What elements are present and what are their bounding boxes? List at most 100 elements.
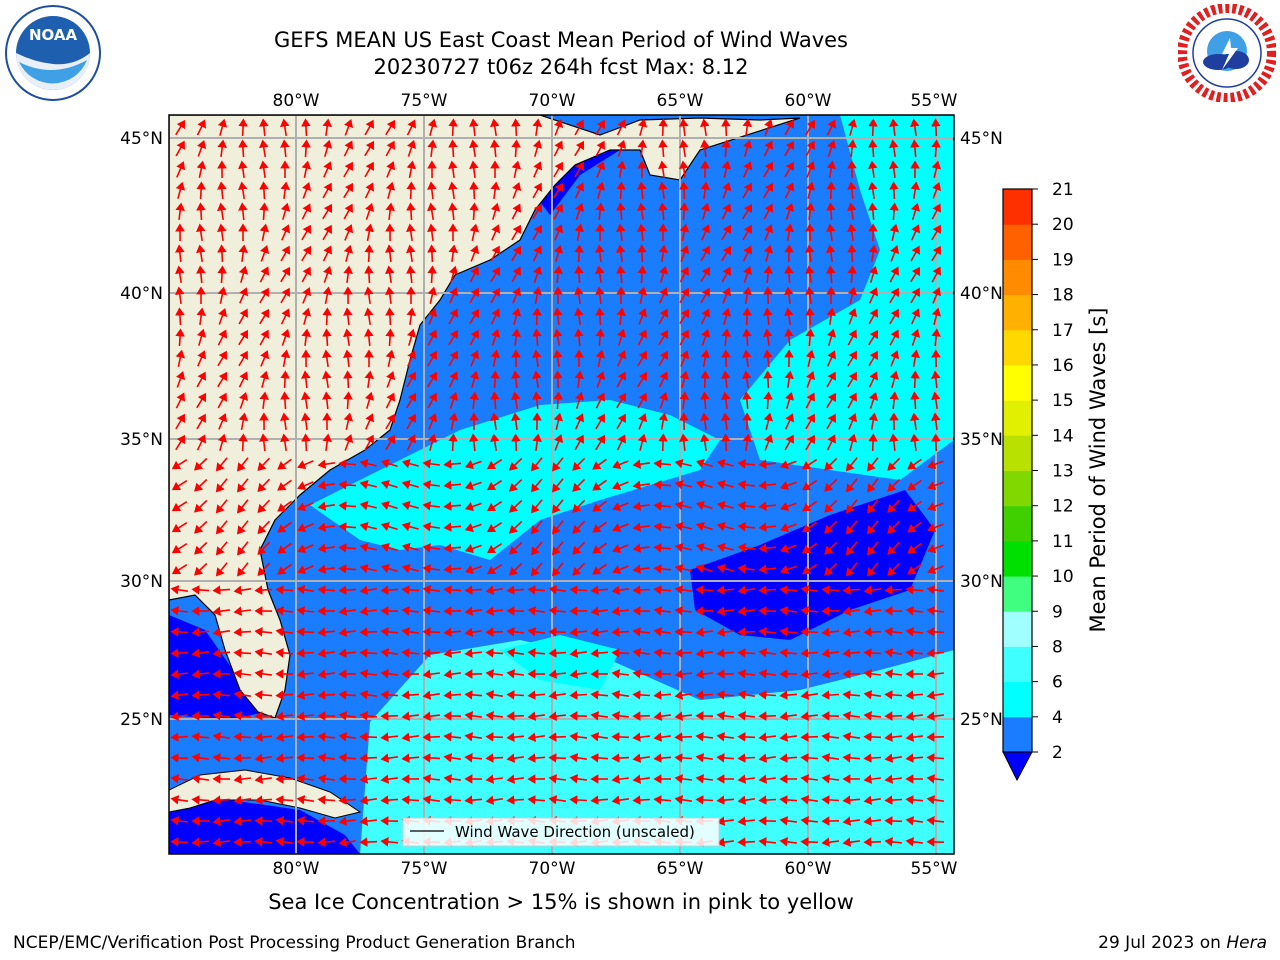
wind-wave-arrow	[197, 139, 207, 157]
wind-wave-arrow	[322, 203, 333, 220]
wind-wave-arrow	[658, 139, 668, 158]
national-weather-service-logo	[1178, 4, 1276, 102]
wind-wave-arrow	[469, 202, 479, 221]
wind-wave-arrow	[359, 521, 377, 532]
wind-wave-arrow	[716, 690, 735, 700]
wind-wave-arrow	[380, 753, 399, 763]
wind-wave-arrow	[254, 648, 273, 658]
wind-wave-arrow	[296, 837, 315, 847]
wind-wave-arrow	[217, 202, 227, 221]
wind-wave-arrow	[863, 627, 882, 637]
wind-wave-arrow	[674, 627, 693, 637]
wind-wave-arrow	[632, 669, 651, 679]
wind-wave-arrow	[485, 732, 504, 742]
wind-wave-arrow	[595, 349, 606, 367]
wind-wave-arrow	[359, 732, 378, 742]
wind-wave-arrow	[695, 585, 714, 595]
wind-wave-arrow	[632, 627, 651, 637]
wind-wave-arrow	[658, 118, 668, 137]
wind-wave-arrow	[779, 460, 797, 470]
wind-wave-arrow	[254, 585, 273, 595]
wind-wave-arrow	[191, 690, 210, 700]
wind-wave-arrow	[931, 118, 941, 137]
wind-wave-arrow	[674, 521, 692, 532]
wind-wave-arrow	[842, 648, 861, 658]
wind-wave-arrow	[343, 412, 354, 430]
wind-wave-arrow	[932, 287, 942, 304]
wind-wave-arrow	[217, 265, 227, 284]
wind-wave-arrow	[554, 434, 564, 451]
wind-wave-arrow	[863, 690, 882, 700]
wind-wave-arrow	[196, 160, 207, 178]
wind-wave-arrow	[322, 139, 333, 157]
wind-wave-arrow	[218, 413, 228, 430]
wind-wave-arrow	[779, 502, 797, 512]
wind-wave-arrow	[658, 371, 669, 388]
wind-wave-arrow	[616, 328, 627, 346]
wind-wave-arrow	[469, 370, 480, 388]
wind-wave-arrow	[758, 501, 777, 511]
wind-wave-arrow	[889, 202, 899, 221]
wind-wave-arrow	[176, 370, 186, 388]
wind-wave-arrow	[700, 433, 710, 452]
wind-wave-arrow	[385, 244, 395, 263]
wind-wave-arrow	[359, 585, 378, 595]
wind-wave-arrow	[297, 502, 314, 512]
wind-wave-arrow	[632, 795, 651, 805]
wind-wave-arrow	[317, 669, 336, 679]
wind-wave-arrow	[779, 523, 797, 533]
noaa-logo-text: NOAA	[29, 26, 78, 44]
wind-wave-arrow	[491, 224, 501, 241]
wind-wave-arrow	[511, 307, 522, 325]
wind-wave-arrow	[343, 140, 354, 157]
wind-wave-arrow	[485, 774, 504, 784]
wind-wave-arrow	[401, 479, 419, 490]
wind-wave-arrow	[758, 774, 777, 784]
wind-wave-arrow	[758, 543, 777, 553]
lat-tick-right: 25°N	[960, 710, 1003, 730]
wind-wave-arrow	[868, 160, 878, 179]
wind-wave-arrow	[191, 774, 210, 784]
lon-tick-top: 60°W	[785, 91, 832, 111]
wind-wave-arrow	[800, 648, 819, 658]
wind-wave-arrow	[511, 203, 521, 220]
wind-wave-arrow	[758, 564, 777, 574]
wind-wave-arrow	[716, 648, 735, 658]
lat-tick-right: 45°N	[960, 129, 1003, 149]
wind-wave-arrow	[632, 774, 651, 784]
wind-wave-arrow	[679, 202, 689, 221]
wind-wave-arrow	[574, 434, 584, 451]
wind-wave-arrow	[784, 413, 795, 430]
wind-wave-arrow	[779, 690, 798, 700]
wind-wave-arrow	[443, 585, 462, 595]
wind-wave-arrow	[196, 392, 207, 409]
wind-wave-arrow	[170, 585, 189, 595]
wind-wave-arrow	[217, 223, 227, 242]
wind-wave-arrow	[737, 501, 755, 511]
wind-wave-arrow	[364, 202, 375, 220]
wind-wave-arrow	[422, 753, 441, 763]
wind-wave-arrow	[889, 139, 899, 158]
wind-wave-arrow	[805, 181, 816, 199]
wind-wave-arrow	[422, 774, 441, 784]
wind-wave-arrow	[905, 753, 924, 763]
lon-tick-top: 80°W	[273, 91, 320, 111]
wind-wave-arrow	[926, 690, 945, 700]
wind-wave-arrow	[322, 391, 332, 410]
wind-wave-arrow	[572, 520, 586, 534]
wind-wave-arrow	[486, 501, 503, 512]
colorbar-swatch	[1003, 681, 1032, 718]
wind-wave-arrow	[658, 391, 669, 409]
wind-wave-arrow	[658, 244, 668, 263]
wind-wave-arrow	[638, 308, 648, 325]
wind-wave-arrow	[422, 669, 441, 679]
wind-wave-arrow	[805, 244, 815, 262]
wind-wave-arrow	[632, 690, 651, 700]
wind-wave-arrow	[280, 349, 291, 368]
wind-wave-arrow	[700, 245, 710, 262]
wind-wave-arrow	[422, 522, 441, 532]
wind-wave-arrow	[569, 690, 588, 700]
wind-wave-arrow	[616, 202, 626, 221]
wind-wave-arrow	[611, 732, 630, 742]
wind-wave-arrow	[716, 563, 734, 574]
